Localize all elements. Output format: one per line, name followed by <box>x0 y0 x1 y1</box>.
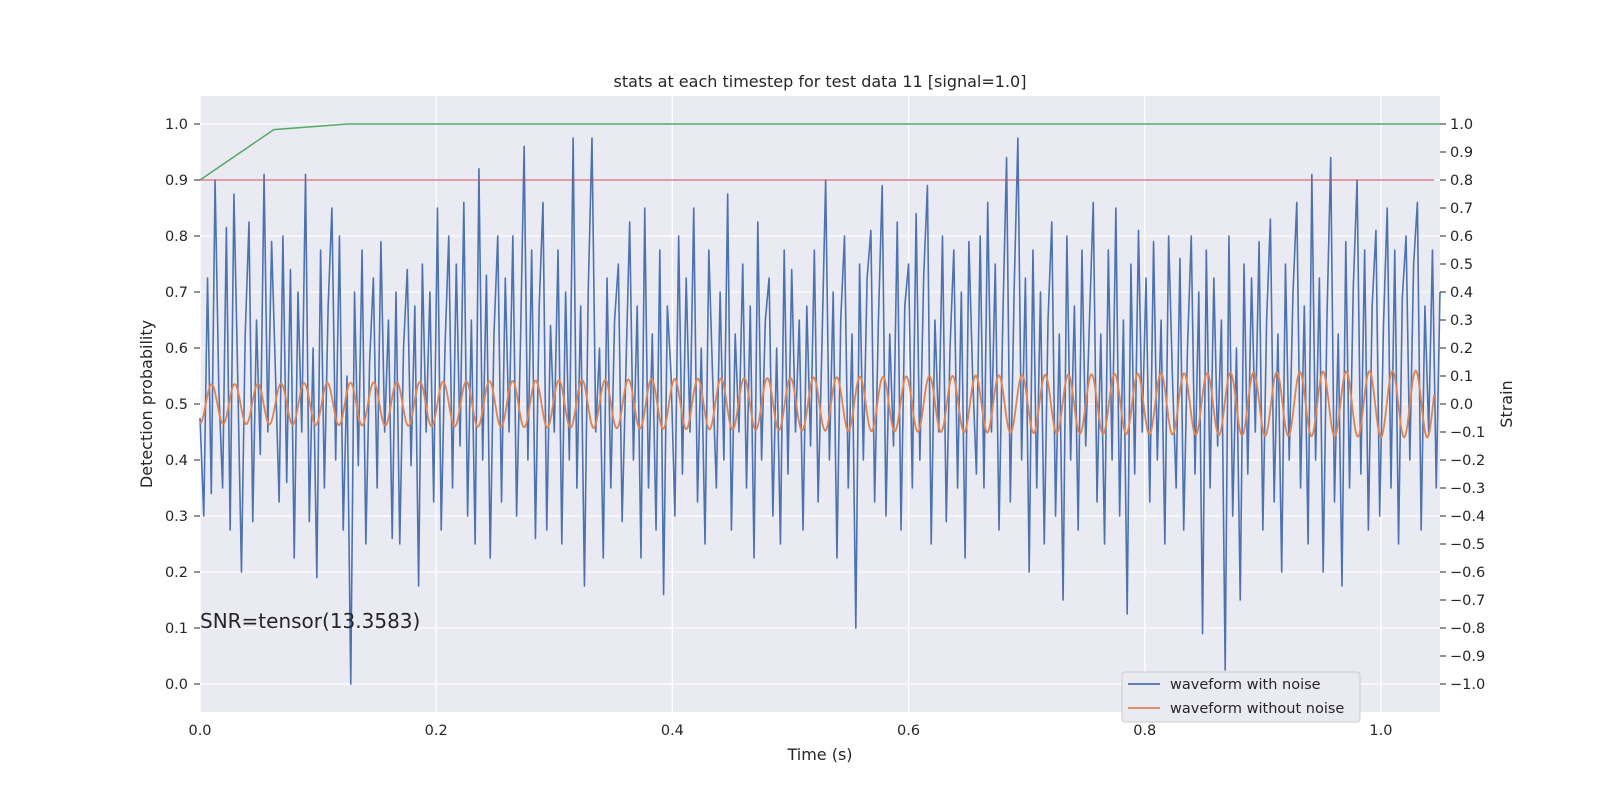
x-tick-label: 0.6 <box>897 723 920 739</box>
x-axis-label: Time (s) <box>786 745 852 764</box>
y2-tick-label: 0.3 <box>1450 313 1473 329</box>
y2-tick-label: 0.6 <box>1450 229 1473 245</box>
legend-box <box>1121 671 1361 723</box>
y2-tick-label: 0.7 <box>1450 201 1473 217</box>
y2-tick-label: 0.8 <box>1450 173 1473 189</box>
y-axis-label: Detection probability <box>137 320 156 488</box>
y2-tick-label: 0.0 <box>1450 397 1473 413</box>
y-tick-label: 0.3 <box>165 509 188 525</box>
legend-label-noise: waveform with noise <box>1170 677 1321 693</box>
series-waveform-with-noise <box>199 137 1441 685</box>
y-tick-label: 0.9 <box>165 173 188 189</box>
y2-tick-label: 0.5 <box>1450 257 1473 273</box>
legend: waveform with noise waveform without noi… <box>1121 671 1361 723</box>
y2-tick-label: 0.1 <box>1450 369 1473 385</box>
y-tick-label: 0.0 <box>165 677 188 693</box>
y-tick-label: 0.8 <box>165 229 188 245</box>
y2-tick-label: −1.0 <box>1450 677 1485 693</box>
y2-axis-label: Strain <box>1497 380 1516 427</box>
x-tick-label: 0.0 <box>188 723 211 739</box>
y2-tick-label: −0.1 <box>1450 425 1485 441</box>
y2-tick-label: 1.0 <box>1450 117 1473 133</box>
y2-tick-label: −0.6 <box>1450 565 1485 581</box>
ticks: 0.0 0.2 0.4 0.6 0.8 1.0 0.0 0.1 0.2 0.3 0.4 0.5 0.6 0… <box>165 117 1485 739</box>
y-tick-label: 0.2 <box>165 565 188 581</box>
y2-tick-label: −0.7 <box>1450 593 1485 609</box>
series-waveform-without-noise <box>199 369 1435 439</box>
y2-tick-label: 0.2 <box>1450 341 1473 357</box>
series-layer <box>199 123 1441 685</box>
legend-label-clean: waveform without noise <box>1170 701 1344 717</box>
y-tick-label: 1.0 <box>165 117 188 133</box>
series-detection-probability <box>199 123 1440 181</box>
y-tick-label: 0.6 <box>165 341 188 357</box>
y2-tick-label: −0.3 <box>1450 481 1485 497</box>
x-tick-label: 0.4 <box>661 723 684 739</box>
y-tick-label: 0.4 <box>165 453 188 469</box>
snr-annotation: SNR=tensor(13.3583) <box>200 609 420 633</box>
y2-tick-label: 0.4 <box>1450 285 1473 301</box>
y2-tick-label: −0.8 <box>1450 621 1485 637</box>
y2-tick-label: −0.4 <box>1450 509 1485 525</box>
y2-tick-label: −0.2 <box>1450 453 1485 469</box>
y2-tick-label: −0.9 <box>1450 649 1485 665</box>
y-tick-label: 0.5 <box>165 397 188 413</box>
chart-title: stats at each timestep for test data 11 … <box>614 72 1027 91</box>
y2-tick-label: −0.5 <box>1450 537 1485 553</box>
x-tick-label: 0.8 <box>1133 723 1156 739</box>
y-tick-label: 0.7 <box>165 285 188 301</box>
x-tick-label: 1.0 <box>1369 723 1392 739</box>
y2-tick-label: 0.9 <box>1450 145 1473 161</box>
y-tick-label: 0.1 <box>165 621 188 637</box>
x-tick-label: 0.2 <box>425 723 448 739</box>
